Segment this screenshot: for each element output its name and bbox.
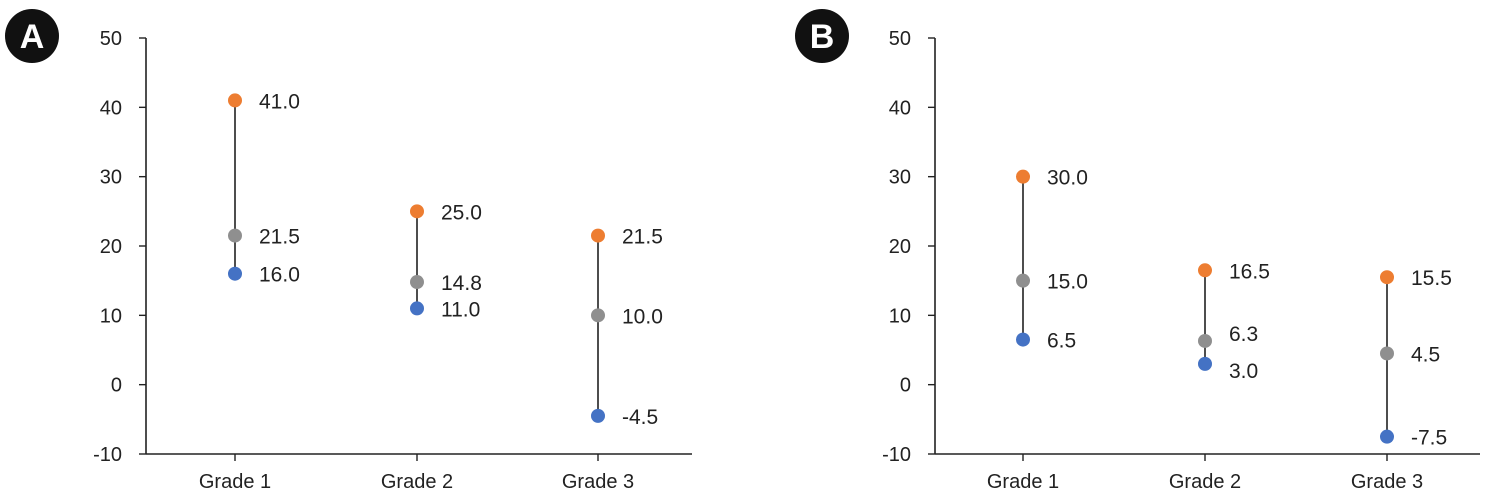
panel-a: A -10 0 10 20 30 40 50 Grade 1 41.0 21.5 16.0 Grade… (5, 9, 692, 493)
panel-b-mid-value-label: 6.3 (1229, 323, 1258, 346)
panel-b-category-label: Grade 3 (1351, 471, 1423, 493)
panel-b-high-point (1380, 270, 1394, 285)
panel-a-badge (5, 9, 59, 63)
panel-a-plot: -10 0 10 20 30 40 50 Grade 1 41.0 21.5 16.0 Grade 2… (93, 28, 692, 493)
panel-b-high-point (1198, 263, 1212, 278)
panel-a-high-value-label: 21.5 (622, 226, 663, 249)
panel-a-mid-point (591, 308, 605, 323)
panel-b-y-tick-label: 30 (889, 167, 911, 189)
panel-b-mid-value-label: 15.0 (1047, 271, 1088, 294)
panel-a-high-point (591, 228, 605, 243)
panel-a-y-tick-label: 50 (100, 28, 122, 50)
panel-b-mid-point (1198, 333, 1212, 348)
panel-b-high-value-label: 30.0 (1047, 167, 1088, 190)
panel-a-mid-value-label: 10.0 (622, 305, 663, 328)
panel-b-low-point (1016, 332, 1030, 347)
panel-a-y-tick-label: 20 (100, 236, 122, 258)
panel-b-y-tick-label: 10 (889, 305, 911, 327)
panel-b-high-value-label: 15.5 (1411, 267, 1452, 290)
panel-a-category-label: Grade 2 (381, 471, 453, 493)
panel-a-low-point (410, 301, 424, 316)
panel-a-badge-label: A (20, 18, 45, 56)
panel-b-high-value-label: 16.5 (1229, 260, 1270, 283)
panel-a-low-value-label: 11.0 (441, 298, 480, 321)
panel-b-badge-label: B (810, 18, 835, 56)
panel-a-low-point (228, 266, 242, 281)
panel-b-y-tick-label: -10 (882, 444, 911, 466)
panel-a-mid-value-label: 14.8 (441, 272, 482, 295)
panel-a-high-point (410, 204, 424, 219)
panel-b-low-value-label: -7.5 (1411, 427, 1447, 450)
panel-b-low-point (1198, 356, 1212, 371)
panel-b-y-tick-label: 0 (900, 375, 911, 397)
panel-b-low-point (1380, 429, 1394, 444)
panel-a-mid-value-label: 21.5 (259, 226, 300, 249)
panel-b: B -10 0 10 20 30 40 50 Grade 1 30.0 15.0 6.5 Grade … (795, 9, 1480, 493)
panel-b-mid-point (1016, 273, 1030, 288)
panel-a-y-tick-label: 0 (111, 375, 122, 397)
panel-a-y-tick-label: 30 (100, 167, 122, 189)
panel-b-y-tick-label: 20 (889, 236, 911, 258)
panel-a-low-value-label: -4.5 (622, 406, 658, 429)
panel-a-low-point (591, 408, 605, 423)
panel-b-y-tick-label: 40 (889, 97, 911, 119)
panel-b-mid-point (1380, 346, 1394, 361)
panel-a-mid-point (410, 275, 424, 290)
panel-a-y-tick-label: 40 (100, 97, 122, 119)
panel-a-y-tick-label: -10 (93, 444, 122, 466)
panel-b-low-value-label: 6.5 (1047, 330, 1076, 353)
panel-a-low-value-label: 16.0 (259, 264, 300, 287)
panel-b-category-label: Grade 1 (987, 471, 1059, 493)
panel-a-high-value-label: 25.0 (441, 201, 482, 224)
panel-b-low-value-label: 3.0 (1229, 360, 1258, 383)
panel-b-high-point (1016, 169, 1030, 184)
panel-b-y-tick-label: 50 (889, 28, 911, 50)
panel-b-plot: -10 0 10 20 30 40 50 Grade 1 30.0 15.0 6.5 Grade 2 1… (882, 28, 1480, 493)
panel-a-y-tick-label: 10 (100, 305, 122, 327)
panel-a-mid-point (228, 228, 242, 243)
panel-a-category-label: Grade 3 (562, 471, 634, 493)
panel-a-high-point (228, 93, 242, 108)
panel-b-category-label: Grade 2 (1169, 471, 1241, 493)
panel-b-mid-value-label: 4.5 (1411, 343, 1440, 366)
panel-a-category-label: Grade 1 (199, 471, 271, 493)
panel-a-high-value-label: 41.0 (259, 90, 300, 113)
panel-b-badge (795, 9, 849, 63)
